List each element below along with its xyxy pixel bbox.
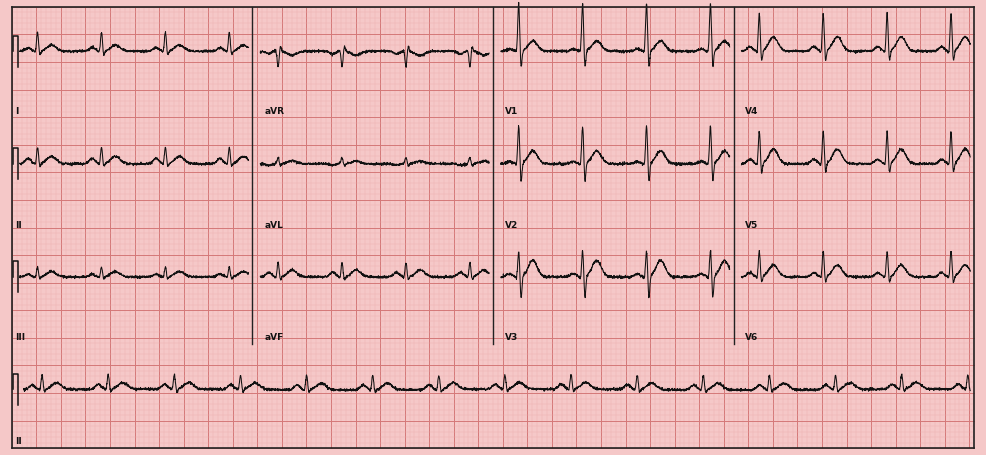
Text: aVL: aVL xyxy=(264,221,283,230)
Text: II: II xyxy=(15,221,22,230)
Text: V3: V3 xyxy=(505,333,518,342)
Text: V4: V4 xyxy=(745,107,759,116)
Text: I: I xyxy=(15,107,18,116)
Text: V5: V5 xyxy=(745,221,758,230)
Text: aVF: aVF xyxy=(264,333,284,342)
Text: V6: V6 xyxy=(745,333,758,342)
Text: II: II xyxy=(15,437,22,446)
Text: aVR: aVR xyxy=(264,107,284,116)
Text: V2: V2 xyxy=(505,221,518,230)
Text: III: III xyxy=(15,333,25,342)
Text: V1: V1 xyxy=(505,107,518,116)
